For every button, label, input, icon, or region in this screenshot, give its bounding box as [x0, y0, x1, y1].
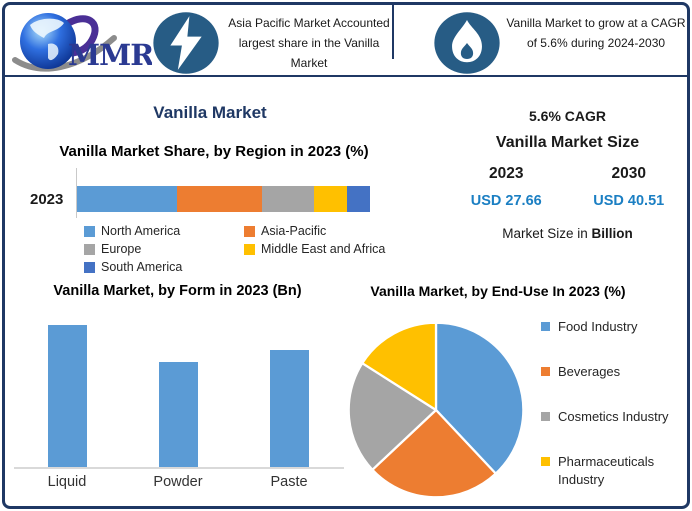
footnote-unit: Billion — [591, 226, 633, 241]
form-axis-label: Powder — [153, 474, 203, 490]
form-chart-baseline — [14, 467, 344, 469]
market-size-values: USD 27.66 USD 40.51 — [445, 193, 690, 209]
cagr-label: 5.6% CAGR — [528, 108, 607, 124]
region-chart-title: Vanilla Market Share, by Region in 2023 … — [59, 143, 369, 160]
legend-item: Asia-Pacific — [244, 223, 406, 240]
region-bar-segment — [314, 186, 347, 212]
form-chart-title: Vanilla Market, by Form in 2023 (Bn) — [53, 283, 302, 299]
legend-item: Europe — [84, 241, 244, 258]
market-size-years: 2023 2030 — [445, 165, 690, 183]
header-vertical-divider — [392, 5, 394, 59]
legend-label: Cosmetics Industry — [558, 409, 669, 424]
logo-swoosh — [12, 35, 117, 72]
legend-item: North America — [84, 223, 244, 240]
region-chart-legend: North America Asia-Pacific Europe Middle Ea… — [84, 223, 406, 276]
legend-label: North America — [101, 224, 181, 238]
flame-icon — [434, 12, 500, 74]
value-start: USD 27.66 — [470, 193, 542, 209]
legend-label: Europe — [101, 242, 142, 256]
logo-swirl — [63, 15, 99, 57]
region-bar-segment — [77, 186, 177, 212]
legend-label: Beverages — [558, 364, 621, 379]
mmr-logo: MMR — [12, 13, 152, 72]
legend-item: Beverages — [541, 363, 691, 381]
market-size-title: Vanilla Market Size — [495, 134, 640, 151]
legend-swatch — [244, 226, 255, 237]
logo-landmass — [48, 43, 59, 61]
region-bar-segment — [346, 186, 370, 212]
legend-swatch — [541, 322, 550, 331]
form-axis-label: Liquid — [47, 474, 87, 490]
legend-swatch — [84, 226, 95, 237]
lightning-icon — [153, 12, 219, 74]
end-use-chart-title: Vanilla Market, by End-Use In 2023 (%) — [370, 283, 626, 299]
legend-item: Pharmaceuticals Industry — [541, 453, 691, 489]
header-insight-asia-pacific: Asia Pacific Market Accounted largest sh… — [228, 16, 390, 70]
footnote-prefix: Market Size in — [502, 226, 592, 241]
form-bar-paste — [270, 350, 309, 468]
form-bar-liquid — [48, 325, 87, 468]
legend-label: South America — [101, 260, 183, 274]
legend-item: Food Industry — [541, 318, 691, 336]
pie-slice-pharmaceuticals-industry — [361, 321, 438, 412]
header-divider — [5, 75, 687, 77]
pie-slice-cosmetics-industry — [347, 362, 438, 471]
legend-item: Middle East and Africa — [244, 241, 406, 258]
region-bar-segment — [176, 186, 262, 212]
legend-item: South America — [84, 259, 244, 276]
year-start: 2023 — [489, 165, 524, 182]
form-bar-powder — [159, 362, 198, 468]
region-chart-axis-line — [76, 168, 77, 218]
legend-label: Food Industry — [558, 319, 638, 334]
legend-swatch — [541, 412, 550, 421]
logo-text: MMR — [68, 38, 152, 72]
end-use-pie-chart — [347, 321, 525, 499]
legend-swatch — [84, 244, 95, 255]
legend-item: Cosmetics Industry — [541, 408, 691, 426]
legend-label: Pharmaceuticals Industry — [558, 454, 655, 487]
legend-swatch — [84, 262, 95, 273]
legend-label: Asia-Pacific — [261, 224, 327, 238]
value-end: USD 40.51 — [593, 193, 665, 209]
market-size-footnote: Market Size in Billion — [445, 226, 690, 241]
legend-swatch — [541, 367, 550, 376]
pie-slice-beverages — [371, 408, 497, 499]
legend-swatch — [244, 244, 255, 255]
page-title: Vanilla Market — [153, 103, 267, 122]
region-stacked-bar — [77, 186, 370, 212]
logo-landmass — [30, 18, 64, 38]
form-axis-label: Paste — [270, 474, 308, 490]
region-bar-segment — [261, 186, 315, 212]
legend-swatch — [541, 457, 550, 466]
region-chart-category-label: 2023 — [30, 191, 64, 208]
legend-label: Middle East and Africa — [261, 242, 386, 256]
end-use-chart-legend: Food Industry Beverages Cosmetics Industry… — [541, 318, 691, 489]
year-end: 2030 — [611, 165, 646, 182]
header-insight-cagr: Vanilla Market to grow at a CAGR of 5.6%… — [506, 16, 686, 50]
pie-slice-food-industry — [434, 321, 525, 475]
